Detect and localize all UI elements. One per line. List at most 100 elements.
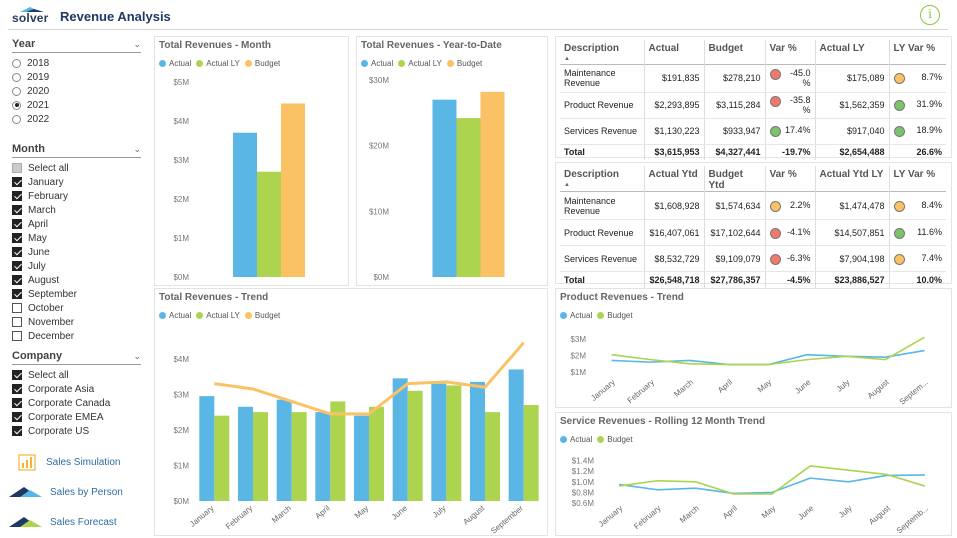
column-header-label: Budget Ytd <box>708 169 743 191</box>
column-header[interactable]: Var % <box>764 166 815 192</box>
chevron-down-icon[interactable]: ⌄ <box>133 351 141 361</box>
checkbox[interactable] <box>12 317 22 327</box>
y-tick-label: $0M <box>173 497 189 506</box>
column-header[interactable]: Budget Ytd <box>703 166 765 192</box>
trend-combo-chart[interactable]: $0M $1M $2M $3M $4M January February March April… <box>155 289 549 537</box>
radio-button[interactable] <box>12 100 21 110</box>
checkbox[interactable] <box>12 426 22 436</box>
slicer-item[interactable]: May <box>12 231 141 245</box>
slicer-item[interactable]: March <box>12 203 141 217</box>
slicer-item[interactable]: 2022 <box>12 112 141 126</box>
product-line-chart[interactable]: $1M $2M $3M January February March April May Jun… <box>556 289 953 409</box>
slicer-item[interactable]: 2020 <box>12 84 141 98</box>
cell-value: 7.4% <box>921 252 942 263</box>
column-header[interactable]: Description ▲ <box>560 40 644 64</box>
checkbox[interactable] <box>12 191 22 201</box>
chevron-down-icon[interactable]: ⌄ <box>133 144 141 154</box>
slicer-item[interactable]: Corporate EMEA <box>12 410 141 424</box>
y-tick-label: $2M <box>570 352 586 361</box>
legend-swatch-budget <box>446 60 454 67</box>
slicer-item[interactable]: 2019 <box>12 70 141 84</box>
column-header[interactable]: Actual Ytd <box>643 166 704 192</box>
table-row[interactable]: Maintenance Revenue $191,835 $278,210 -45.0… <box>560 64 946 93</box>
slicer-item[interactable]: August <box>12 273 141 287</box>
table-row[interactable]: Maintenance Revenue $1,608,928 $1,574,634 2… <box>560 191 946 220</box>
chevron-down-icon[interactable]: ⌄ <box>133 39 141 49</box>
column-header[interactable]: LY Var % <box>888 166 946 192</box>
checkbox[interactable] <box>12 370 22 380</box>
slicer-item[interactable]: Select all <box>12 368 141 382</box>
column-header[interactable]: Actual Ytd LY <box>814 166 889 192</box>
sales-forecast-link[interactable]: Sales Forecast <box>8 511 117 533</box>
status-indicator-icon <box>769 96 781 107</box>
legend-swatch-actual <box>361 60 368 67</box>
slicer-item[interactable]: Corporate US <box>12 424 141 438</box>
checkbox[interactable] <box>12 177 22 187</box>
cell-value: $3,115,284 <box>716 100 761 110</box>
checkbox[interactable] <box>12 275 22 285</box>
checkbox[interactable] <box>12 219 22 229</box>
column-header-label: Description <box>564 169 620 180</box>
slicer-item[interactable]: October <box>12 301 141 315</box>
column-header-label: Description <box>564 43 620 54</box>
cell-value: $1,474,478 <box>839 200 885 211</box>
cell-value: -19.7% <box>781 147 811 158</box>
x-tick-label: February <box>626 378 656 405</box>
checkbox[interactable] <box>12 398 22 408</box>
radio-button[interactable] <box>12 114 21 124</box>
sales-by-person-link[interactable]: Sales by Person <box>8 481 123 503</box>
solver-arrow-icon <box>9 517 42 527</box>
column-header[interactable]: Actual LY <box>814 40 889 64</box>
slicer-item[interactable]: September <box>12 287 141 301</box>
header-divider <box>8 29 948 30</box>
slicer-item[interactable]: January <box>12 175 141 189</box>
slicer-item[interactable]: December <box>12 329 141 343</box>
slicer-item[interactable]: 2018 <box>12 56 141 70</box>
checkbox[interactable] <box>12 233 22 243</box>
checkbox[interactable] <box>12 331 22 341</box>
legend-budget: Budget <box>254 59 281 68</box>
column-header[interactable]: Description ▲ <box>560 166 644 192</box>
month-bar-chart[interactable]: $0M $1M $2M $3M $4M $5M <box>155 37 350 287</box>
checkbox[interactable] <box>12 163 22 173</box>
slicer-item[interactable]: February <box>12 189 141 203</box>
line-budget <box>619 465 926 495</box>
slicer-item[interactable]: November <box>12 315 141 329</box>
y-tick-label: $2M <box>173 195 189 204</box>
column-header-label: Actual <box>648 43 680 54</box>
sales-simulation-link[interactable]: Sales Simulation <box>16 451 120 473</box>
table-row[interactable]: Services Revenue $1,130,223 $933,947 17.4% $… <box>560 118 946 145</box>
table-cell: $917,040 <box>814 118 889 145</box>
legend-actual-ly: Actual LY <box>206 59 240 68</box>
table-row[interactable]: Product Revenue $2,293,895 $3,115,284 -35.8… <box>560 92 946 119</box>
column-header[interactable]: Actual <box>643 40 704 64</box>
slicer-item[interactable]: Corporate Canada <box>12 396 141 410</box>
checkbox[interactable] <box>12 205 22 215</box>
chart-title: Product Revenues - Trend <box>560 292 684 303</box>
slicer-item[interactable]: 2021 <box>12 98 141 112</box>
checkbox[interactable] <box>12 384 22 394</box>
info-icon[interactable]: i <box>920 5 940 25</box>
slicer-item[interactable]: Select all <box>12 161 141 175</box>
checkbox[interactable] <box>12 247 22 257</box>
cell-value: $917,040 <box>846 126 885 136</box>
slicer-item[interactable]: July <box>12 259 141 273</box>
service-line-chart[interactable]: $0.6M $0.8M$1.0M $1.2M$1.4M January February… <box>556 413 953 537</box>
checkbox[interactable] <box>12 303 22 313</box>
ytd-bar-chart[interactable]: $0M $10M $20M $30M <box>357 37 549 287</box>
table-row[interactable]: Services Revenue $8,532,729 $9,109,079 -6.3… <box>560 245 946 272</box>
legend-actual: Actual <box>169 59 192 68</box>
slicer-item[interactable]: Corporate Asia <box>12 382 141 396</box>
slicer-item[interactable]: April <box>12 217 141 231</box>
column-header[interactable]: LY Var % <box>888 40 946 64</box>
checkbox[interactable] <box>12 261 22 271</box>
slicer-item[interactable]: June <box>12 245 141 259</box>
column-header[interactable]: Var % <box>764 40 815 64</box>
checkbox[interactable] <box>12 412 22 422</box>
radio-button[interactable] <box>12 58 21 68</box>
checkbox[interactable] <box>12 289 22 299</box>
table-row[interactable]: Product Revenue $16,407,061 $17,102,644 -4.… <box>560 219 946 246</box>
radio-button[interactable] <box>12 72 21 82</box>
radio-button[interactable] <box>12 86 21 96</box>
column-header[interactable]: Budget <box>703 40 765 64</box>
